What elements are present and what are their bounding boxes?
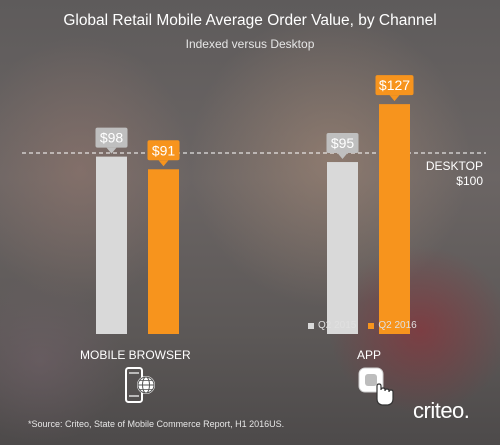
value-label: $98 — [100, 130, 124, 146]
value-callout-box — [147, 140, 180, 161]
value-callout-pointer — [337, 153, 348, 160]
legend-item-q2-2016: Q2 2016 — [368, 320, 417, 331]
bar-q2-2016-1 — [379, 104, 410, 334]
bar-q2-2016-0 — [148, 169, 179, 334]
chart-subtitle: Indexed versus Desktop — [185, 37, 315, 51]
criteo-logo: criteo. — [413, 398, 470, 423]
category-label-app: APP — [357, 348, 382, 362]
bar-q2-2015-1 — [327, 162, 358, 334]
legend-label: Q2 2015 — [318, 320, 357, 331]
category-label-mobile-browser: MOBILE BROWSER — [80, 348, 191, 362]
app-tap-icon — [358, 367, 394, 406]
mobile-browser-icon — [125, 367, 155, 403]
value-callout-pointer — [389, 95, 400, 102]
value-callout-pointer — [106, 147, 117, 154]
value-label: $95 — [331, 135, 355, 151]
legend: Q2 2015 Q2 2016 — [308, 320, 417, 331]
desktop-baseline-label: DESKTOP — [425, 159, 483, 173]
value-label: $91 — [152, 142, 176, 158]
value-callout-box — [375, 75, 414, 96]
value-label: $127 — [379, 77, 410, 93]
source-footnote: *Source: Criteo, State of Mobile Commerc… — [28, 419, 285, 429]
value-callout-box — [95, 127, 128, 148]
legend-swatch-orange — [368, 322, 375, 329]
value-callout-box — [326, 133, 359, 154]
chart-title: Global Retail Mobile Average Order Value… — [63, 12, 437, 29]
legend-swatch-gray — [308, 322, 314, 329]
legend-label: Q2 2016 — [378, 320, 417, 331]
legend-item-q2-2015: Q2 2015 — [308, 320, 356, 331]
value-callout-pointer — [158, 160, 169, 167]
bar-q2-2015-0 — [96, 156, 127, 334]
desktop-baseline-value: $100 — [456, 174, 483, 188]
